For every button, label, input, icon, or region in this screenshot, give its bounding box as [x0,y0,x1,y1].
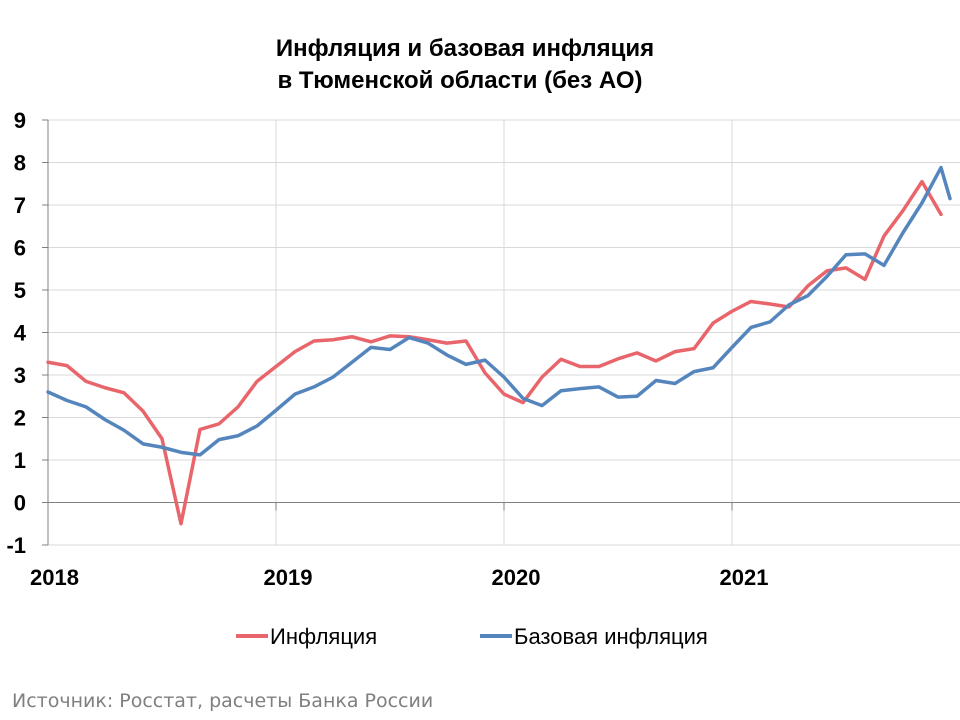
y-tick-label-5: 4 [14,321,27,346]
series-lines [46,165,952,526]
x-axis-ticks: 2018 2019 2020 2021 [30,502,769,590]
series-line-inflation [46,179,943,526]
legend-label-core-inflation: Базовая инфляция [514,624,708,649]
y-tick-label-1: 0 [14,491,26,516]
legend-label-inflation: Инфляция [270,624,377,649]
y-tick-label-10: 9 [14,108,26,133]
y-tick-label-0: -1 [6,533,26,558]
chart-title-line-2: в Тюменской области (без АО) [277,67,642,94]
y-tick-label-9: 8 [14,151,26,176]
x-tick-label-0: 2018 [30,565,79,590]
source-note: Источник: Росстат, расчеты Банка России [12,690,434,712]
legend: Инфляция Базовая инфляция [236,624,708,649]
y-axis-ticks: -1 0 1 2 3 4 5 6 7 8 9 [6,108,48,558]
y-tick-label-4: 3 [14,363,26,388]
y-tick-label-6: 5 [14,278,26,303]
y-tick-label-7: 6 [14,236,26,261]
x-tick-label-3: 2021 [720,565,769,590]
y-tick-label-2: 1 [14,448,26,473]
gridlines [48,119,960,546]
y-tick-label-8: 7 [14,193,26,218]
x-tick-label-2: 2020 [492,565,541,590]
x-tick-label-1: 2019 [264,565,313,590]
series-line-core-inflation [46,165,952,457]
chart-title-line-1: Инфляция и базовая инфляция [276,35,654,62]
y-tick-label-3: 2 [14,406,26,431]
